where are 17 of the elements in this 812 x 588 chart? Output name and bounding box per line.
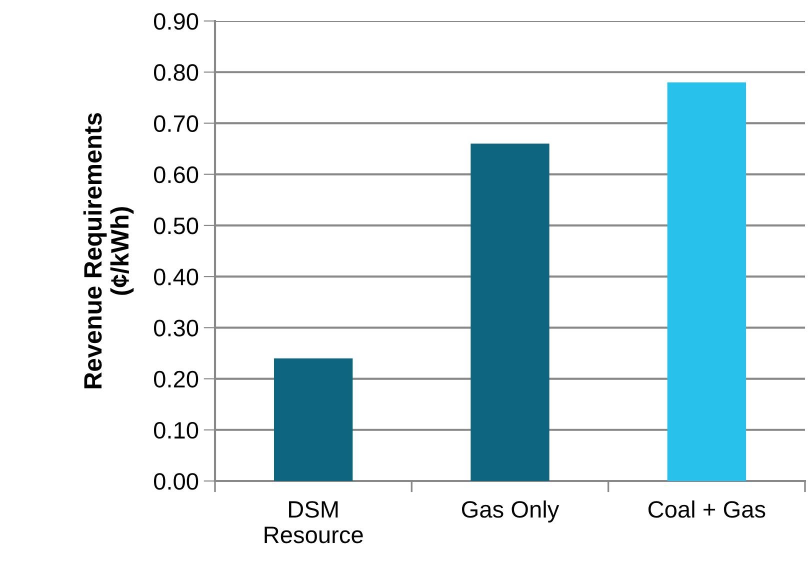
bar [470,144,550,481]
x-tick-label: Gas Only [462,500,560,522]
x-tick-label: DSM Resource [264,501,363,544]
y-tick-label: 0.30 [154,320,198,336]
y-axis-title: Revenue Requirements (¢/kWh) [83,113,134,388]
y-tick-label: 0.80 [154,64,198,81]
y-tick-label: 0.40 [154,268,198,286]
bar [274,358,353,481]
y-tick-label: 0.70 [154,115,198,132]
y-tick-label: 0.60 [154,166,198,184]
y-tick-label: 0.50 [154,218,198,234]
bar [667,82,746,481]
y-tick-label: 0.90 [154,13,198,30]
y-tick-label: 0.10 [154,422,198,439]
x-tick-label: Coal + Gas [648,500,766,518]
y-tick-label: 0.00 [154,473,198,490]
y-tick-label: 0.20 [154,370,198,388]
